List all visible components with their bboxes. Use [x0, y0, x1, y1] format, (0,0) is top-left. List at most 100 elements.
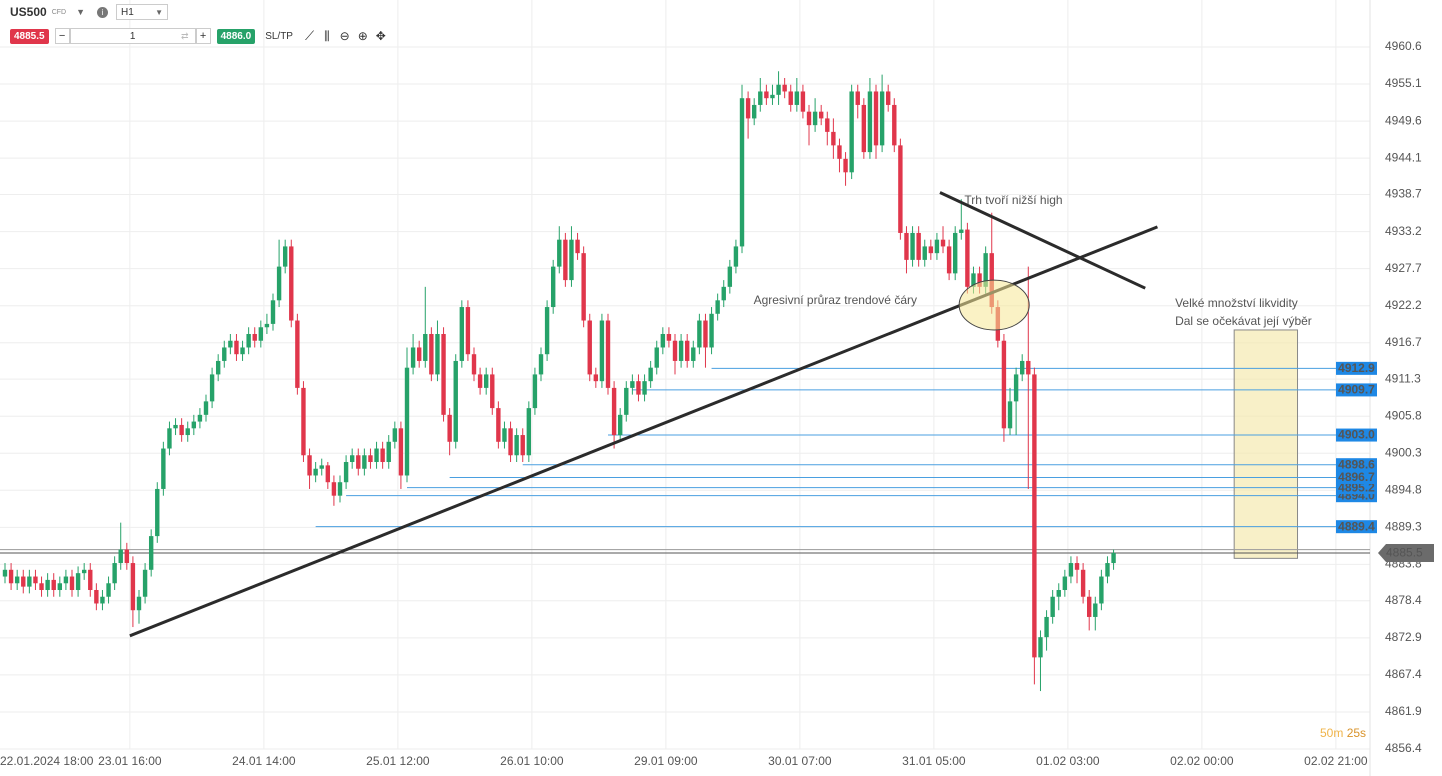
- candle-body: [130, 563, 136, 611]
- candle-body: [831, 131, 836, 146]
- candle-body: [1013, 374, 1019, 402]
- symbol-bar: US500 CFD ▼ i H1 ▼: [10, 4, 169, 20]
- y-tick-label: 4894.8: [1385, 482, 1422, 496]
- timeframe-select[interactable]: H1 ▼: [116, 4, 169, 20]
- candle-body: [392, 428, 398, 442]
- candle-body: [240, 347, 245, 355]
- candle-body: [818, 111, 824, 119]
- candle-body: [910, 232, 915, 260]
- candle-body: [1020, 360, 1025, 375]
- candle-body: [630, 381, 635, 388]
- candle-body: [1093, 603, 1098, 617]
- candle-body: [812, 111, 818, 126]
- candle-body: [691, 347, 696, 361]
- breakout-ellipse: [958, 279, 1030, 331]
- candle-body: [191, 421, 197, 429]
- candle-body: [222, 347, 227, 361]
- candle-body: [575, 239, 580, 254]
- candle-body: [636, 381, 641, 395]
- candle-body: [337, 482, 343, 496]
- candle-body: [349, 455, 355, 463]
- candle-body: [617, 414, 623, 436]
- symbol[interactable]: US500: [10, 5, 47, 19]
- move-tool[interactable]: ✥: [375, 29, 386, 43]
- y-tick-label: 4872.9: [1385, 630, 1422, 644]
- candle-body: [136, 596, 142, 611]
- candle-body: [179, 424, 184, 436]
- x-tick-label: 01.02 03:00: [1036, 754, 1100, 768]
- candle-body: [362, 455, 367, 469]
- candle-body: [435, 333, 440, 375]
- candle-body: [404, 367, 410, 476]
- zoom-out[interactable]: ⊖: [339, 29, 350, 43]
- candle-body: [14, 576, 20, 584]
- candle-body: [1050, 596, 1055, 617]
- candle-body: [496, 408, 501, 442]
- candle-body: [764, 91, 769, 99]
- buy-button[interactable]: 4886.0: [216, 28, 256, 44]
- info-icon[interactable]: i: [97, 6, 109, 18]
- level-label-bg: [1336, 520, 1377, 534]
- y-tick-label: 4905.8: [1385, 408, 1422, 422]
- symbol-dropdown[interactable]: ▼: [76, 7, 86, 17]
- candle-body: [538, 354, 544, 375]
- candle-body: [465, 307, 471, 355]
- candle-body: [197, 414, 203, 422]
- candle-body: [398, 428, 404, 476]
- candle-body: [289, 246, 294, 321]
- candle-body: [544, 307, 550, 355]
- candle-body: [861, 104, 867, 153]
- candle-body: [959, 229, 964, 233]
- candle-body: [106, 583, 111, 597]
- candle-body: [112, 563, 117, 584]
- order-bar: 4885.5 − 1 ⇄ + 4886.0 SL/TP ⟋ ⫼ ⊖ ⊕ ✥: [10, 27, 386, 45]
- candle-body: [325, 465, 331, 483]
- candle-body: [648, 367, 653, 382]
- candle-body: [490, 374, 495, 409]
- line-tool[interactable]: ⟋: [304, 28, 315, 43]
- candle-body: [246, 333, 251, 348]
- countdown-minutes: 50m: [1320, 726, 1343, 740]
- candle-body: [952, 232, 958, 274]
- candle-body: [965, 229, 970, 287]
- candle-body: [526, 408, 532, 456]
- candle-body: [313, 468, 318, 476]
- minus-button[interactable]: −: [54, 28, 70, 44]
- candle-body: [514, 435, 519, 456]
- candle-body: [678, 340, 684, 361]
- annotation: Velké množství likvidity: [1175, 296, 1298, 310]
- candle-body: [295, 320, 300, 388]
- candle-body: [782, 84, 787, 92]
- candle-body: [745, 98, 751, 119]
- candle-body: [343, 462, 349, 483]
- candle-body: [331, 482, 337, 496]
- candle-body: [167, 428, 172, 449]
- candle-body: [605, 320, 611, 388]
- candle-body: [1007, 401, 1013, 429]
- annotation: Trh tvoří nižší high: [964, 193, 1062, 207]
- candle-body: [81, 569, 87, 574]
- candle-body: [508, 428, 513, 456]
- candle-body: [1080, 569, 1086, 597]
- quantity-input[interactable]: 1 ⇄: [69, 28, 196, 44]
- candle-body: [276, 266, 282, 301]
- candle-body: [1001, 340, 1007, 429]
- sell-button[interactable]: 4885.5: [10, 28, 49, 44]
- candle-body: [837, 145, 842, 159]
- plus-button[interactable]: +: [195, 28, 211, 44]
- candle-body: [879, 91, 885, 146]
- candle-body: [447, 414, 452, 442]
- candle-body: [155, 488, 160, 537]
- candle-body: [429, 333, 434, 375]
- candle-body: [1105, 563, 1110, 577]
- candle-body: [502, 428, 507, 442]
- y-tick-label: 4938.7: [1385, 187, 1422, 201]
- y-tick-label: 4867.4: [1385, 667, 1422, 681]
- zoom-in[interactable]: ⊕: [357, 29, 368, 43]
- countdown: 50m 25s: [1320, 726, 1366, 740]
- annotation: Agresivní průraz trendové čáry: [754, 293, 917, 307]
- sltp-button[interactable]: SL/TP: [265, 30, 293, 42]
- level-label-bg: [1336, 481, 1377, 495]
- candle-body: [307, 455, 312, 476]
- candle-tool[interactable]: ⫼: [324, 28, 330, 43]
